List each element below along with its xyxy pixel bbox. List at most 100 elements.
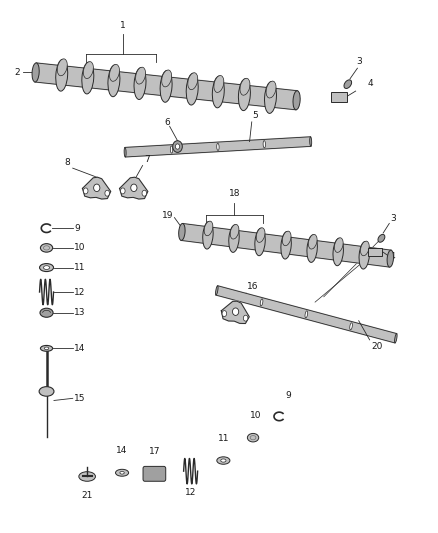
Text: 14: 14 [74, 344, 85, 353]
Ellipse shape [222, 311, 226, 317]
Ellipse shape [110, 64, 120, 82]
Ellipse shape [260, 299, 263, 306]
Ellipse shape [263, 141, 265, 148]
Ellipse shape [387, 250, 393, 267]
Ellipse shape [378, 235, 385, 243]
Ellipse shape [40, 345, 53, 351]
Ellipse shape [256, 228, 265, 243]
Ellipse shape [40, 308, 53, 317]
Polygon shape [120, 177, 148, 199]
Ellipse shape [186, 73, 198, 105]
Text: 11: 11 [74, 263, 85, 272]
Ellipse shape [203, 222, 213, 249]
Ellipse shape [83, 188, 88, 194]
Ellipse shape [162, 70, 172, 87]
Ellipse shape [79, 472, 95, 481]
Text: 17: 17 [148, 447, 160, 456]
Ellipse shape [105, 190, 110, 196]
Text: 19: 19 [162, 212, 173, 221]
Ellipse shape [230, 224, 239, 239]
Ellipse shape [131, 184, 137, 191]
Text: 12: 12 [185, 488, 196, 497]
Ellipse shape [350, 323, 353, 330]
Ellipse shape [173, 141, 182, 152]
Text: 13: 13 [74, 308, 85, 317]
Ellipse shape [142, 190, 147, 196]
Ellipse shape [108, 65, 120, 96]
Text: 11: 11 [218, 434, 229, 443]
Ellipse shape [39, 386, 54, 396]
Ellipse shape [188, 72, 198, 90]
Text: 10: 10 [250, 411, 261, 420]
Ellipse shape [395, 334, 397, 343]
Ellipse shape [120, 471, 124, 474]
Ellipse shape [44, 347, 49, 350]
Ellipse shape [179, 223, 185, 240]
Text: 10: 10 [74, 244, 85, 253]
Ellipse shape [244, 315, 248, 321]
Ellipse shape [160, 70, 172, 102]
Ellipse shape [335, 238, 343, 253]
Ellipse shape [94, 184, 100, 191]
Ellipse shape [32, 63, 39, 82]
Polygon shape [181, 223, 391, 267]
Ellipse shape [233, 308, 239, 316]
Ellipse shape [40, 244, 53, 252]
Ellipse shape [360, 241, 369, 256]
Text: 2: 2 [15, 68, 20, 77]
Text: 9: 9 [74, 224, 80, 233]
Polygon shape [125, 137, 311, 157]
Ellipse shape [240, 78, 250, 95]
Text: 4: 4 [389, 253, 395, 261]
Text: 1: 1 [120, 21, 126, 30]
Text: 6: 6 [165, 118, 170, 127]
Ellipse shape [255, 228, 265, 256]
Ellipse shape [221, 459, 226, 462]
Ellipse shape [238, 79, 251, 111]
Ellipse shape [359, 241, 370, 269]
Text: 5: 5 [253, 111, 258, 120]
Text: 8: 8 [65, 158, 71, 166]
Ellipse shape [212, 76, 224, 108]
Ellipse shape [204, 221, 213, 236]
Ellipse shape [120, 188, 125, 194]
Ellipse shape [116, 470, 129, 476]
Ellipse shape [305, 311, 307, 318]
Ellipse shape [283, 231, 291, 246]
Polygon shape [221, 301, 249, 324]
Ellipse shape [266, 81, 276, 98]
Ellipse shape [214, 76, 224, 92]
Ellipse shape [136, 67, 145, 84]
Ellipse shape [308, 235, 317, 249]
Bar [331, 92, 347, 102]
Ellipse shape [265, 82, 276, 114]
Ellipse shape [82, 62, 94, 94]
Text: 7: 7 [144, 156, 150, 165]
Text: 14: 14 [117, 446, 128, 455]
Polygon shape [35, 63, 297, 110]
Ellipse shape [175, 144, 180, 149]
Ellipse shape [293, 91, 300, 110]
Ellipse shape [310, 137, 312, 147]
Polygon shape [82, 177, 111, 199]
Ellipse shape [247, 433, 259, 442]
Text: 16: 16 [247, 282, 259, 292]
Ellipse shape [333, 238, 343, 266]
Text: 15: 15 [74, 394, 85, 403]
Text: 9: 9 [286, 391, 292, 400]
Ellipse shape [134, 68, 146, 100]
Text: 4: 4 [367, 78, 373, 87]
Ellipse shape [217, 457, 230, 464]
Text: 21: 21 [81, 491, 93, 500]
Text: 3: 3 [357, 56, 362, 66]
Ellipse shape [39, 264, 53, 271]
Text: 3: 3 [391, 214, 396, 223]
FancyBboxPatch shape [143, 466, 166, 481]
Ellipse shape [281, 231, 291, 259]
Ellipse shape [124, 148, 126, 157]
Ellipse shape [83, 62, 93, 78]
Ellipse shape [229, 225, 239, 252]
Ellipse shape [344, 80, 352, 88]
Ellipse shape [170, 146, 173, 153]
Bar [368, 248, 382, 256]
